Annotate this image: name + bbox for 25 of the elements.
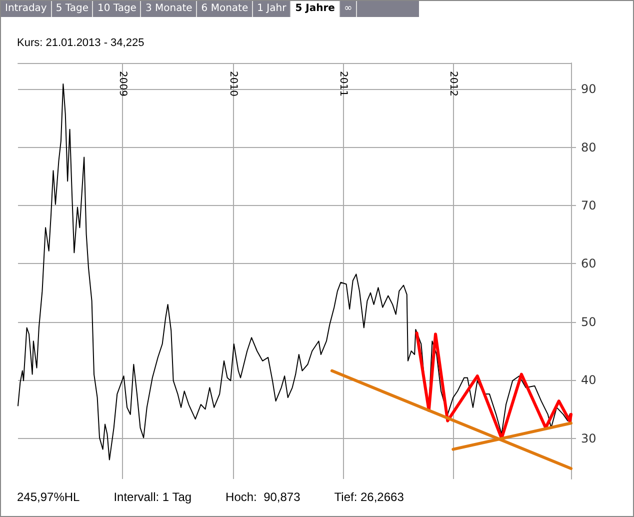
y-tick-label: 70 (581, 198, 596, 213)
chart-title: Kurs: 21.01.2013 - 34,225 (17, 37, 144, 49)
y-tick-label: 30 (581, 431, 596, 446)
text: 245,97%HL (17, 490, 80, 504)
text: 5 Tage (52, 1, 94, 17)
y-tick-label: 60 (581, 256, 596, 271)
text: Intervall: 1 Tag (114, 490, 192, 504)
x-tick-label: 2009 (117, 71, 128, 96)
y-tick-label: 90 (581, 82, 596, 96)
x-tick-label: 2012 (448, 71, 459, 96)
line-series (415, 331, 572, 440)
text: 10 Tage (93, 1, 142, 17)
y-tick-label: 50 (581, 314, 596, 329)
text: 5 Jahre (291, 1, 340, 17)
x-tick-label: 2010 (227, 71, 238, 96)
text: ∞ (340, 1, 358, 17)
text: Hoch: 90,873 (226, 490, 300, 504)
x-tick-label: 2011 (337, 71, 348, 96)
text: Tief: 26,2663 (334, 490, 404, 504)
text: 3 Monate (141, 1, 198, 17)
y-tick-label: 80 (581, 140, 596, 154)
text: 6 Monate (197, 1, 254, 17)
y-tick-label: 40 (581, 373, 596, 388)
text: 1 Jahr (253, 1, 292, 17)
text: Intraday (1, 1, 52, 17)
